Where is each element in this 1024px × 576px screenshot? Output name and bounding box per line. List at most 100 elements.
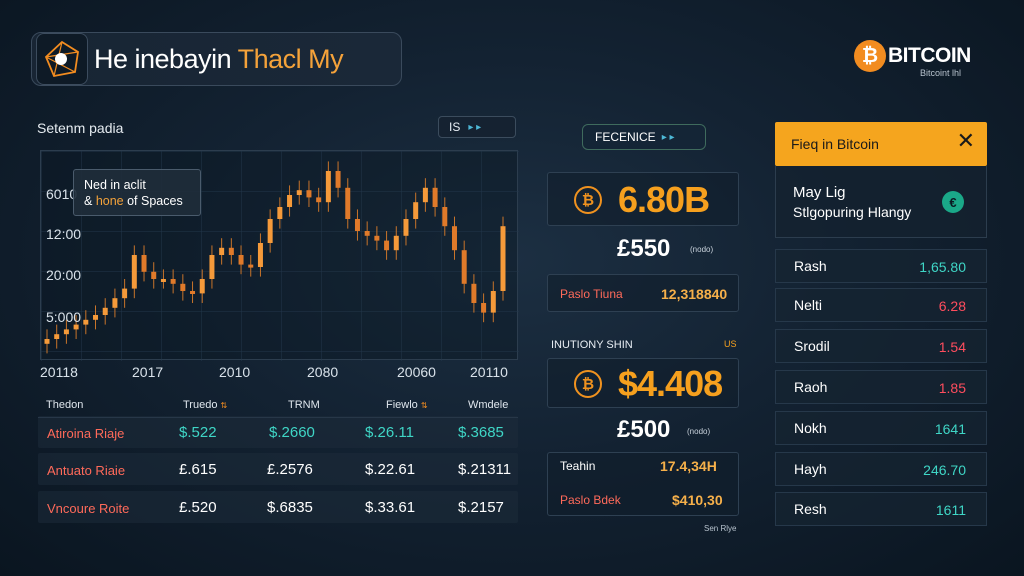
y-axis-tick: 20:00 <box>46 267 82 283</box>
row-cell: $.2157 <box>458 499 504 516</box>
ticker-name: Nokh <box>794 420 827 436</box>
candle <box>374 235 380 241</box>
candle <box>500 226 506 291</box>
stat-label: Paslo Bdek <box>560 493 621 507</box>
table-header-cell: Truedo ⇅ <box>183 399 228 411</box>
y-axis-tick: 6010 <box>46 186 78 202</box>
close-icon[interactable]: ✕ <box>956 128 975 153</box>
primary-subprice: £550 <box>617 235 671 262</box>
page-title: He inebayin Thacl My <box>94 43 344 75</box>
candle <box>83 319 89 325</box>
secondary-price: $4.408 <box>618 363 723 404</box>
brand-logo: ₿ BITCOIN Bitcoint lhl <box>854 38 984 82</box>
row-cell: $.3685 <box>458 424 504 441</box>
ticker-name: Hayh <box>794 461 827 477</box>
chevron-right-icon: ▸ ▸ <box>661 131 675 143</box>
candle <box>44 339 50 344</box>
news-panel-title: Fieq in Bitcoin <box>791 136 879 152</box>
price-card-secondary: ₿ $4.408 <box>547 358 739 408</box>
candle <box>277 207 283 219</box>
chart-range-label: IS <box>449 120 461 134</box>
play-icon: ▸ ▸ <box>468 121 482 133</box>
candle <box>287 195 293 207</box>
x-axis-tick: 20110 <box>470 364 508 380</box>
news-panel-body[interactable]: May Lig Stlgopuring Hlangy € <box>775 166 987 238</box>
table-row[interactable]: Antuato Riaie £.615 £.2576 $.22.61 $.213… <box>38 453 518 485</box>
candle <box>442 207 448 227</box>
candle <box>267 219 273 243</box>
tooltip-line2: & hone of Spaces <box>84 194 183 208</box>
ticker-name: Nelti <box>794 297 823 313</box>
table-row[interactable]: Atiroina Riaje $.522 $.2660 $.26.11 $.36… <box>38 416 518 448</box>
ticker-row[interactable]: Resh 1611 <box>775 492 987 526</box>
candle <box>345 187 351 219</box>
candle <box>122 288 128 299</box>
table-header-cell: Fiewlo ⇅ <box>386 399 428 411</box>
reference-selector[interactable]: FECENICE ▸ ▸ <box>582 124 706 150</box>
tooltip-line1: Ned in aclit <box>84 178 146 192</box>
stat-value: $410,30 <box>672 492 723 508</box>
candle <box>413 202 419 219</box>
candle <box>209 255 215 279</box>
row-cell: $.2660 <box>269 424 315 441</box>
brand-subtitle: Bitcoint lhl <box>920 68 962 78</box>
stat-label: Teahin <box>560 459 596 473</box>
ticker-value: 1.85 <box>938 380 966 396</box>
section-label: INUTIONY SHIN <box>551 339 633 351</box>
candle <box>54 334 60 339</box>
app-title-bar: He inebayin Thacl My <box>31 32 402 86</box>
app-logo-icon <box>36 33 88 85</box>
row-cell: $.522 <box>179 424 217 441</box>
brand-name: BITCOIN <box>888 44 971 67</box>
news-headline: May Lig <box>793 184 846 201</box>
x-axis-tick: 20118 <box>40 364 78 380</box>
table-row[interactable]: Vncoure Roite £.520 $.6835 $.33.61 $.215… <box>38 491 518 523</box>
ticker-row[interactable]: Hayh 246.70 <box>775 452 987 486</box>
x-axis-tick: 20060 <box>397 364 436 380</box>
candle <box>102 307 108 315</box>
primary-price: 6.80B <box>618 179 710 220</box>
news-panel-header: Fieq in Bitcoin ✕ <box>775 122 987 166</box>
candle <box>170 279 176 284</box>
candle <box>335 171 341 188</box>
ticker-name: Rash <box>794 258 827 274</box>
stat-card: Paslo Tiuna 12,318840 <box>547 274 739 312</box>
row-cell: £.520 <box>179 499 217 516</box>
row-cell: £.615 <box>179 461 217 478</box>
ticker-row[interactable]: Raoh 1.85 <box>775 370 987 404</box>
bitcoin-icon: ₿ <box>854 40 886 72</box>
currency-icon: € <box>942 191 964 213</box>
y-axis-tick: 12:00 <box>46 226 82 242</box>
ticker-row[interactable]: Nokh 1641 <box>775 411 987 445</box>
reference-label: FECENICE <box>595 130 656 144</box>
page-title-main: He inebayin <box>94 43 238 74</box>
chart-panel-title: Setenm padia <box>37 120 124 136</box>
ticker-value: 6.28 <box>938 298 966 314</box>
ticker-row[interactable]: Rash 1,65.80 <box>775 249 987 283</box>
ticker-name: Srodil <box>794 338 830 354</box>
candle <box>403 219 409 236</box>
stat-card: Teahin 17.4,34H Paslo Bdek $410,30 <box>547 452 739 516</box>
candle <box>238 255 244 265</box>
ticker-value: 1611 <box>935 502 966 518</box>
ticker-name: Raoh <box>794 379 828 395</box>
ticker-value: 1641 <box>934 421 966 437</box>
ticker-row[interactable]: Nelti 6.28 <box>775 288 987 322</box>
chart-tooltip: Ned in aclit & hone of Spaces <box>73 169 201 216</box>
secondary-subprice-note: (nodo) <box>687 427 711 436</box>
row-cell: $.26.11 <box>365 424 414 441</box>
market-table-header: Thedon Truedo ⇅ TRNM Fiewlo ⇅ Wmdele <box>38 392 518 418</box>
candle <box>393 235 399 251</box>
candle <box>73 324 79 330</box>
ticker-row[interactable]: Srodil 1.54 <box>775 329 987 363</box>
x-axis-tick: 2010 <box>219 364 251 380</box>
candle <box>432 187 438 207</box>
candle <box>160 279 166 282</box>
row-name: Vncoure Roite <box>47 501 130 516</box>
row-name: Antuato Riaie <box>47 463 126 478</box>
candle <box>257 243 263 267</box>
candle <box>471 283 477 303</box>
bitcoin-icon: ₿ <box>574 186 602 214</box>
chart-range-control[interactable]: IS ▸ ▸ <box>438 116 516 138</box>
candle <box>461 250 467 284</box>
